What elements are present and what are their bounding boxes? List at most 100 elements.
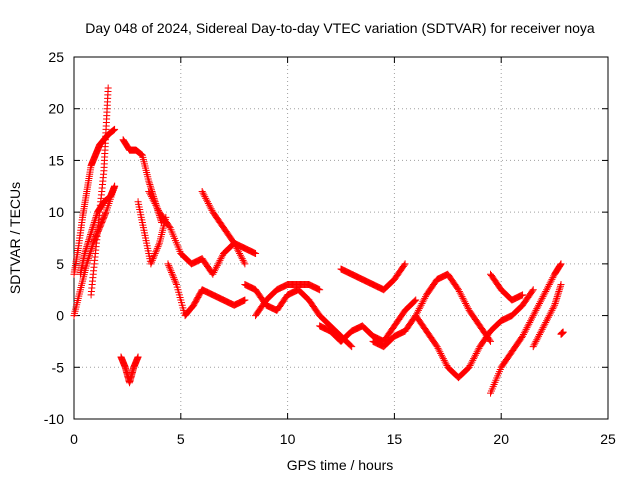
data-point-fill — [155, 206, 163, 214]
x-tick-label: 15 — [387, 431, 403, 447]
data-point-fill — [216, 256, 224, 264]
data-point-fill — [533, 305, 541, 313]
grid-lines — [74, 57, 608, 419]
data-point-fill — [553, 294, 561, 302]
data-point-fill — [81, 248, 89, 256]
data-point-fill — [527, 317, 535, 325]
data-point-fill — [554, 289, 562, 297]
data-point-fill — [88, 227, 96, 235]
axis-ticks: 0 5 10 15 20 25 -10 -5 0 5 10 15 20 25 — [44, 49, 616, 447]
data-point-fill — [414, 308, 422, 316]
data-point-fill — [154, 243, 162, 251]
data-point — [164, 260, 172, 268]
data-point-fill — [439, 355, 447, 363]
data-point-fill — [435, 346, 443, 354]
series-s8 — [164, 260, 249, 320]
series-s16 — [412, 286, 537, 382]
series-s18 — [487, 260, 565, 397]
data-point — [529, 312, 537, 320]
data-point-fill — [204, 198, 211, 206]
data-point-fill — [530, 341, 538, 349]
series-s13 — [337, 260, 409, 294]
data-point-fill — [552, 296, 560, 304]
data-point-fill — [150, 253, 158, 261]
y-tick-label: -10 — [44, 411, 64, 427]
data-point-fill — [166, 265, 174, 273]
data-point-fill — [84, 239, 92, 247]
series-s10 — [198, 187, 260, 258]
data-point-fill — [553, 293, 561, 301]
data-point-fill — [549, 305, 557, 313]
data-point — [209, 270, 217, 278]
data-point-fill — [538, 325, 546, 333]
data-point-fill — [441, 358, 449, 366]
data-point — [87, 229, 95, 237]
data-point — [529, 343, 537, 351]
data-point-fill — [527, 315, 535, 323]
data-point-fill — [91, 217, 99, 225]
data-point-fill — [556, 282, 564, 290]
data-point-fill — [455, 287, 463, 295]
data-point-fill — [148, 256, 156, 264]
data-point-fill — [89, 222, 97, 230]
data-point-fill — [90, 220, 98, 228]
data-point — [519, 291, 527, 299]
data-point-fill — [541, 289, 549, 297]
data-point-fill — [462, 300, 470, 308]
data-point-fill — [150, 251, 158, 259]
data-point-fill — [167, 267, 175, 275]
data-point-fill — [416, 303, 424, 311]
data-point-fill — [528, 313, 536, 321]
x-tick-label: 10 — [280, 431, 296, 447]
data-point-fill — [239, 256, 247, 264]
data-point-fill — [474, 346, 482, 354]
data-point-fill — [421, 294, 429, 302]
data-point-fill — [461, 298, 469, 306]
data-point-fill — [168, 270, 176, 278]
data-point — [104, 84, 112, 92]
data-point-fill — [152, 201, 160, 209]
series-s4 — [76, 182, 119, 278]
data-point-fill — [534, 303, 542, 311]
data-point-fill — [206, 203, 214, 211]
data-point-fill — [521, 327, 529, 335]
data-point-fill — [547, 308, 555, 316]
data-point-fill — [539, 324, 547, 332]
data-point-fill — [203, 196, 211, 204]
data-point-fill — [544, 282, 552, 290]
y-tick-label: 10 — [48, 204, 64, 220]
data-point-fill — [153, 203, 161, 211]
data-point-fill — [89, 224, 97, 232]
data-point-fill — [533, 336, 541, 344]
data-point-fill — [199, 189, 207, 197]
data-point-fill — [469, 356, 477, 364]
data-point — [519, 332, 527, 340]
data-point-fill — [165, 222, 173, 230]
data-point-fill — [440, 356, 448, 364]
data-point — [487, 337, 495, 345]
data-point-fill — [418, 300, 426, 308]
data-point-fill — [456, 289, 464, 297]
data-point — [559, 328, 567, 336]
data-point-fill — [150, 198, 158, 206]
data-point-fill — [411, 297, 419, 305]
data-point-fill — [151, 250, 159, 258]
data-point-fill — [152, 248, 160, 256]
y-axis-label: SDTVAR / TECUs — [7, 182, 23, 294]
data-point-fill — [539, 293, 547, 301]
series-s20 — [557, 328, 567, 338]
data-point-fill — [236, 251, 244, 259]
data-point-fill — [464, 305, 472, 313]
data-point-fill — [346, 341, 354, 349]
data-point-fill — [87, 231, 95, 239]
data-point-fill — [556, 284, 564, 292]
data-point-fill — [466, 362, 474, 370]
data-point-fill — [548, 275, 556, 283]
data-point — [557, 260, 565, 268]
data-point — [134, 353, 142, 361]
data-point-fill — [532, 337, 540, 345]
data-point-fill — [546, 310, 554, 318]
data-point-fill — [149, 196, 157, 204]
data-point-fill — [420, 296, 428, 304]
